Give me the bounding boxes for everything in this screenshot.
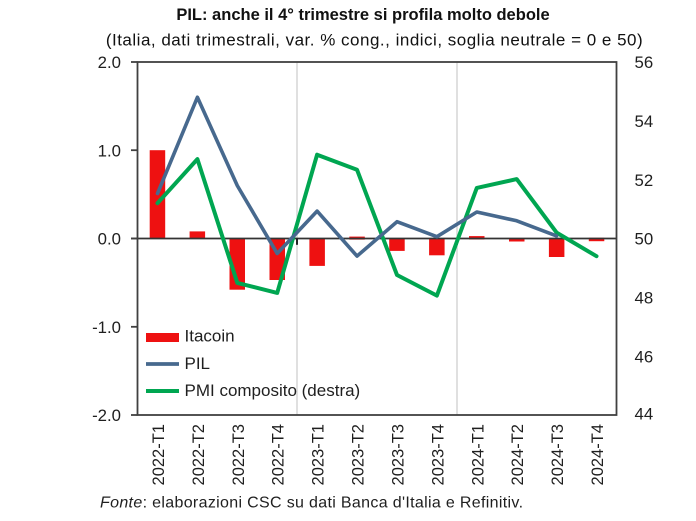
svg-text:2023-T1: 2023-T1 xyxy=(310,424,328,485)
svg-text:Fonte: elaborazioni CSC su dat: Fonte: elaborazioni CSC su dati Banca d'… xyxy=(100,495,523,512)
svg-text:2.0: 2.0 xyxy=(98,53,121,72)
svg-text:Itacoin: Itacoin xyxy=(185,327,235,346)
svg-text:-2.0: -2.0 xyxy=(92,406,121,425)
svg-text:46: 46 xyxy=(635,347,654,366)
svg-text:48: 48 xyxy=(635,289,654,308)
svg-text:2023-T2: 2023-T2 xyxy=(350,424,368,485)
svg-text:-1.0: -1.0 xyxy=(92,318,121,337)
svg-text:2024-T1: 2024-T1 xyxy=(469,424,487,485)
svg-text:PMI composito (destra): PMI composito (destra) xyxy=(185,381,361,400)
svg-text:2024-T2: 2024-T2 xyxy=(509,424,527,485)
svg-text:PIL: PIL xyxy=(185,354,211,373)
svg-text:56: 56 xyxy=(635,53,654,72)
svg-text:44: 44 xyxy=(635,405,654,424)
svg-text:2024-T4: 2024-T4 xyxy=(589,424,607,485)
svg-text:54: 54 xyxy=(635,112,654,131)
svg-text:2023-T3: 2023-T3 xyxy=(390,424,408,485)
svg-text:PIL: anche il 4° trimestre si: PIL: anche il 4° trimestre si profila mo… xyxy=(176,6,549,24)
svg-text:52: 52 xyxy=(635,171,654,190)
svg-text:2024-T3: 2024-T3 xyxy=(549,424,567,485)
svg-text:2022-T1: 2022-T1 xyxy=(150,424,168,485)
svg-text:2022-T3: 2022-T3 xyxy=(230,424,248,485)
svg-text:2023-T4: 2023-T4 xyxy=(429,424,447,485)
svg-text:2022-T4: 2022-T4 xyxy=(270,424,288,485)
svg-text:50: 50 xyxy=(635,230,654,249)
svg-text:2022-T2: 2022-T2 xyxy=(190,424,208,485)
svg-text:1.0: 1.0 xyxy=(98,141,121,160)
svg-text:0.0: 0.0 xyxy=(98,230,121,249)
svg-text:(Italia, dati trimestrali, var: (Italia, dati trimestrali, var. % cong.,… xyxy=(106,30,643,49)
